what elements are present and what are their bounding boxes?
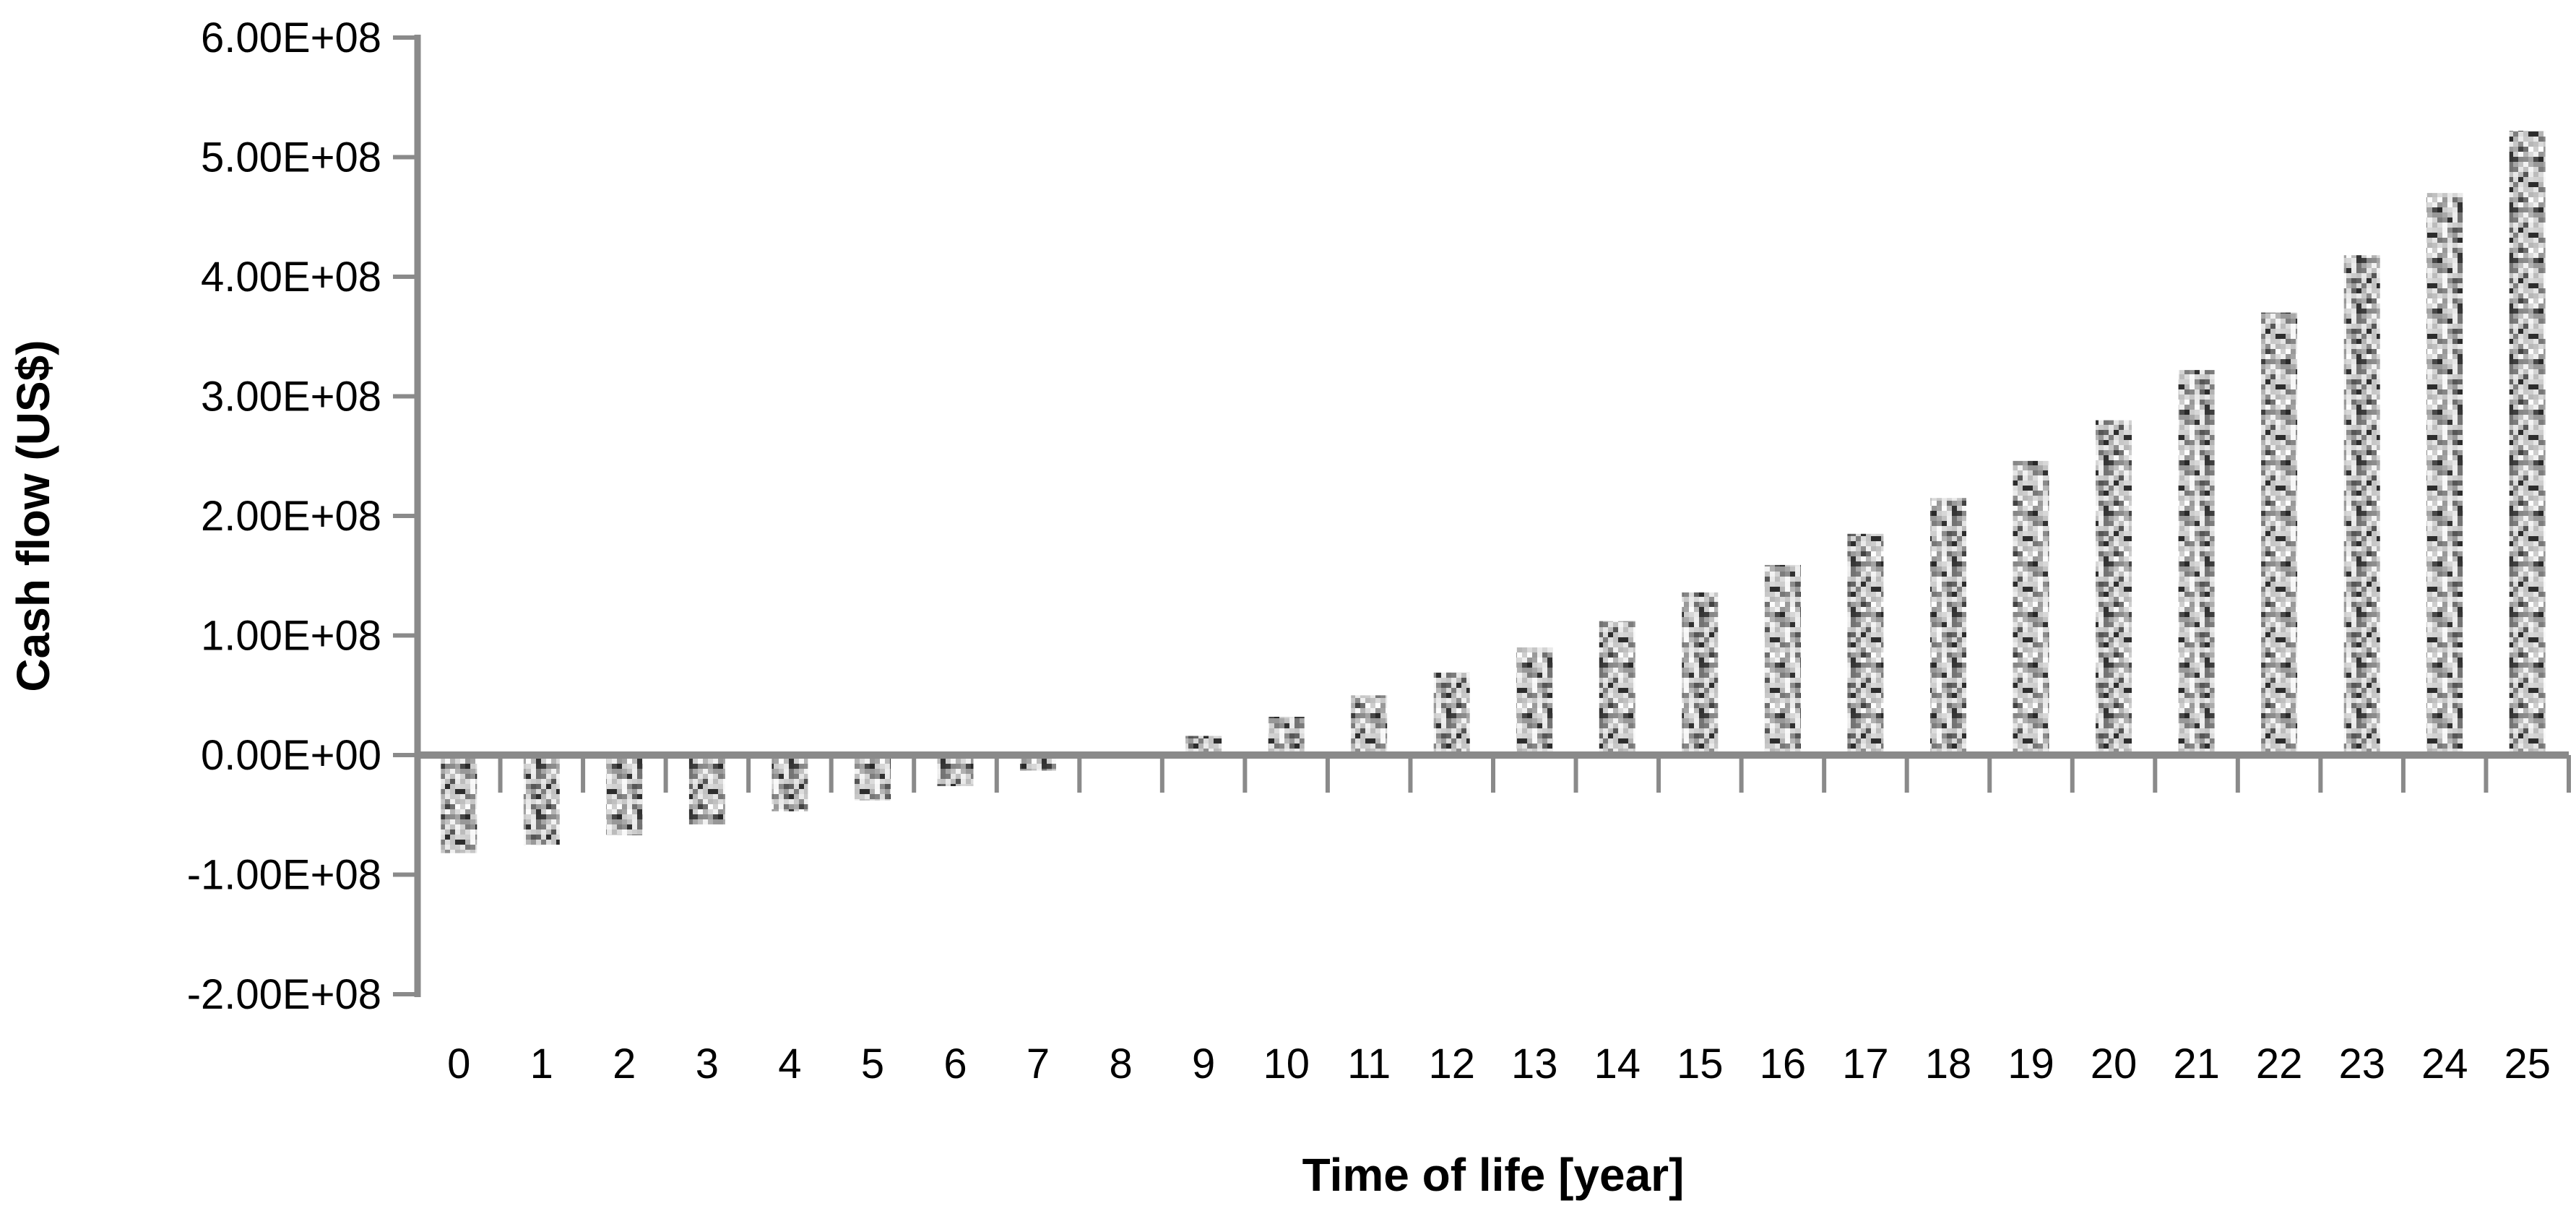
y-tick-label-4.00E+08: 4.00E+08 — [201, 254, 381, 301]
bar-year-5 — [855, 755, 891, 801]
x-tick-label-22: 22 — [2256, 1040, 2303, 1087]
bar-year-14 — [1599, 621, 1635, 755]
x-tick-label-3: 3 — [696, 1040, 719, 1087]
y-tick-label-6.00E+08: 6.00E+08 — [201, 14, 381, 61]
y-tick-label-0.00E+00: 0.00E+00 — [201, 732, 381, 779]
bar-year-4 — [771, 755, 808, 811]
x-tick-label-20: 20 — [2091, 1040, 2138, 1087]
bar-year-12 — [1433, 672, 1470, 755]
x-tick-label-21: 21 — [2173, 1040, 2220, 1087]
x-tick-label-14: 14 — [1594, 1040, 1641, 1087]
bar-year-25 — [2509, 131, 2546, 756]
x-tick-label-19: 19 — [2007, 1040, 2054, 1087]
y-tick-label--2.00E+08: -2.00E+08 — [187, 971, 381, 1018]
bar-year-16 — [1764, 564, 1801, 755]
y-tick-label-5.00E+08: 5.00E+08 — [201, 134, 381, 181]
x-axis-title: Time of life [year] — [1302, 1149, 1685, 1201]
bar-year-0 — [441, 755, 477, 853]
bar-year-18 — [1930, 498, 1966, 755]
bars-group — [441, 131, 2546, 853]
bar-year-2 — [606, 755, 643, 835]
x-tick-label-10: 10 — [1263, 1040, 1310, 1087]
y-tick-label-2.00E+08: 2.00E+08 — [201, 493, 381, 540]
bar-year-22 — [2261, 312, 2298, 756]
bar-year-6 — [937, 755, 974, 786]
x-tick-label-25: 25 — [2504, 1040, 2551, 1087]
y-tick-label-3.00E+08: 3.00E+08 — [201, 374, 381, 421]
x-tick-labels-group: 0 1 2 3 4 5 6 7 8 9 10 11 12 13 14 15 16 17 18 19 20 21 22 23 24… — [447, 1040, 2551, 1087]
y-tick-label-1.00E+08: 1.00E+08 — [201, 613, 381, 660]
y-tick-labels-group: 6.00E+08 5.00E+08 4.00E+08 3.00E+08 2.00E+08… — [187, 14, 381, 1018]
x-tick-label-15: 15 — [1677, 1040, 1724, 1087]
bar-year-24 — [2426, 193, 2463, 756]
y-tick-label--1.00E+08: -1.00E+08 — [187, 852, 381, 899]
x-tick-label-17: 17 — [1842, 1040, 1889, 1087]
bar-year-13 — [1516, 647, 1553, 755]
bar-year-10 — [1268, 717, 1305, 755]
bar-year-11 — [1351, 695, 1388, 756]
x-tick-label-4: 4 — [778, 1040, 801, 1087]
x-tick-label-23: 23 — [2338, 1040, 2385, 1087]
x-tick-label-24: 24 — [2421, 1040, 2468, 1087]
bar-year-23 — [2343, 255, 2380, 755]
x-tick-label-7: 7 — [1026, 1040, 1050, 1087]
x-tick-label-9: 9 — [1192, 1040, 1215, 1087]
bar-year-21 — [2178, 370, 2215, 755]
bar-year-19 — [2013, 460, 2049, 755]
x-tick-label-12: 12 — [1428, 1040, 1475, 1087]
x-tick-label-13: 13 — [1511, 1040, 1558, 1087]
bar-year-1 — [523, 755, 560, 845]
y-axis-title: Cash flow (US$) — [7, 340, 59, 691]
bar-year-17 — [1847, 533, 1884, 755]
x-tick-label-5: 5 — [861, 1040, 884, 1087]
x-tick-label-16: 16 — [1760, 1040, 1807, 1087]
bar-year-7 — [1020, 755, 1056, 771]
x-tick-label-0: 0 — [447, 1040, 470, 1087]
x-tick-label-6: 6 — [943, 1040, 967, 1087]
x-tick-label-2: 2 — [613, 1040, 636, 1087]
x-tick-label-8: 8 — [1109, 1040, 1132, 1087]
axes-group — [393, 35, 2571, 997]
x-tick-label-1: 1 — [530, 1040, 553, 1087]
bar-year-3 — [688, 755, 725, 824]
bar-year-15 — [1682, 592, 1719, 755]
x-tick-label-18: 18 — [1925, 1040, 1972, 1087]
bar-year-20 — [2096, 420, 2132, 755]
x-tick-label-11: 11 — [1347, 1040, 1391, 1087]
